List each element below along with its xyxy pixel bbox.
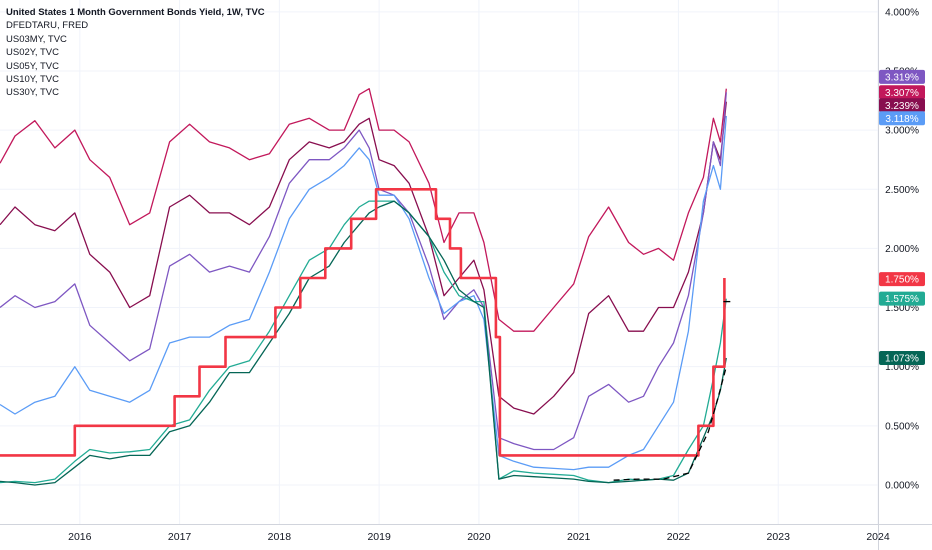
y-tick-label: 0.500% bbox=[885, 421, 919, 432]
price-label-box bbox=[879, 291, 925, 306]
series-line bbox=[0, 200, 727, 486]
x-tick-label: 2017 bbox=[168, 531, 192, 543]
x-tick-label: 2024 bbox=[866, 531, 890, 543]
legend: United States 1 Month Government Bonds Y… bbox=[6, 6, 265, 100]
price-label-box bbox=[879, 69, 925, 84]
price-label-text: 3.118% bbox=[885, 114, 918, 125]
legend-item-us03my[interactable]: US03MY, TVC bbox=[6, 33, 67, 45]
price-label-text: 3.307% bbox=[885, 88, 919, 99]
x-tick-label: 2018 bbox=[268, 531, 292, 543]
price-label-box bbox=[879, 272, 925, 287]
series-line bbox=[0, 88, 727, 332]
x-tick-label: 2016 bbox=[68, 531, 92, 543]
y-tick-label: 4.000% bbox=[885, 7, 919, 18]
series-lines bbox=[0, 88, 731, 486]
series-line bbox=[0, 115, 727, 471]
price-label-text: 3.319% bbox=[885, 72, 919, 83]
price-labels: 3.319% 3.307% 3.239% 3.118% 1.750% 1.575% 1.07… bbox=[879, 69, 925, 366]
price-label-box bbox=[879, 111, 925, 126]
x-tick-label: 2021 bbox=[567, 531, 591, 543]
price-label-box bbox=[879, 98, 925, 113]
series-line bbox=[0, 188, 726, 457]
price-label-box bbox=[879, 351, 925, 366]
legend-item-us30y[interactable]: US30Y, TVC bbox=[6, 87, 59, 99]
legend-item-us05y[interactable]: US05Y, TVC bbox=[6, 60, 59, 72]
price-label-text: 1.750% bbox=[885, 275, 919, 286]
x-tick-label: 2020 bbox=[467, 531, 491, 543]
x-tick-label: 2019 bbox=[367, 531, 391, 543]
price-label-text: 3.239% bbox=[885, 101, 919, 112]
series-line bbox=[613, 366, 727, 481]
y-tick-label: 3.000% bbox=[885, 126, 919, 137]
y-tick-label: 1.500% bbox=[885, 303, 919, 314]
price-label-text: 1.575% bbox=[885, 294, 919, 305]
x-tick-label: 2022 bbox=[667, 531, 691, 543]
price-label-box bbox=[879, 85, 925, 100]
legend-title[interactable]: United States 1 Month Government Bonds Y… bbox=[6, 7, 265, 18]
price-label-text: 1.073% bbox=[885, 354, 919, 365]
y-tick-label: 1.000% bbox=[885, 362, 919, 373]
series-line bbox=[0, 101, 727, 415]
legend-item-us10y[interactable]: US10Y, TVC bbox=[6, 74, 59, 86]
legend-item-us02y[interactable]: US02Y, TVC bbox=[6, 47, 59, 59]
y-tick-label: 0.000% bbox=[885, 480, 919, 491]
x-axis[interactable]: 2016 2017 2018 2019 2020 2021 2022 2023 2024 bbox=[68, 531, 890, 543]
x-tick-label: 2023 bbox=[767, 531, 791, 543]
y-tick-label: 2.500% bbox=[885, 185, 919, 196]
legend-item-dfedtaru[interactable]: DFEDTARU, FRED bbox=[6, 20, 89, 32]
y-tick-label: 2.000% bbox=[885, 244, 919, 255]
